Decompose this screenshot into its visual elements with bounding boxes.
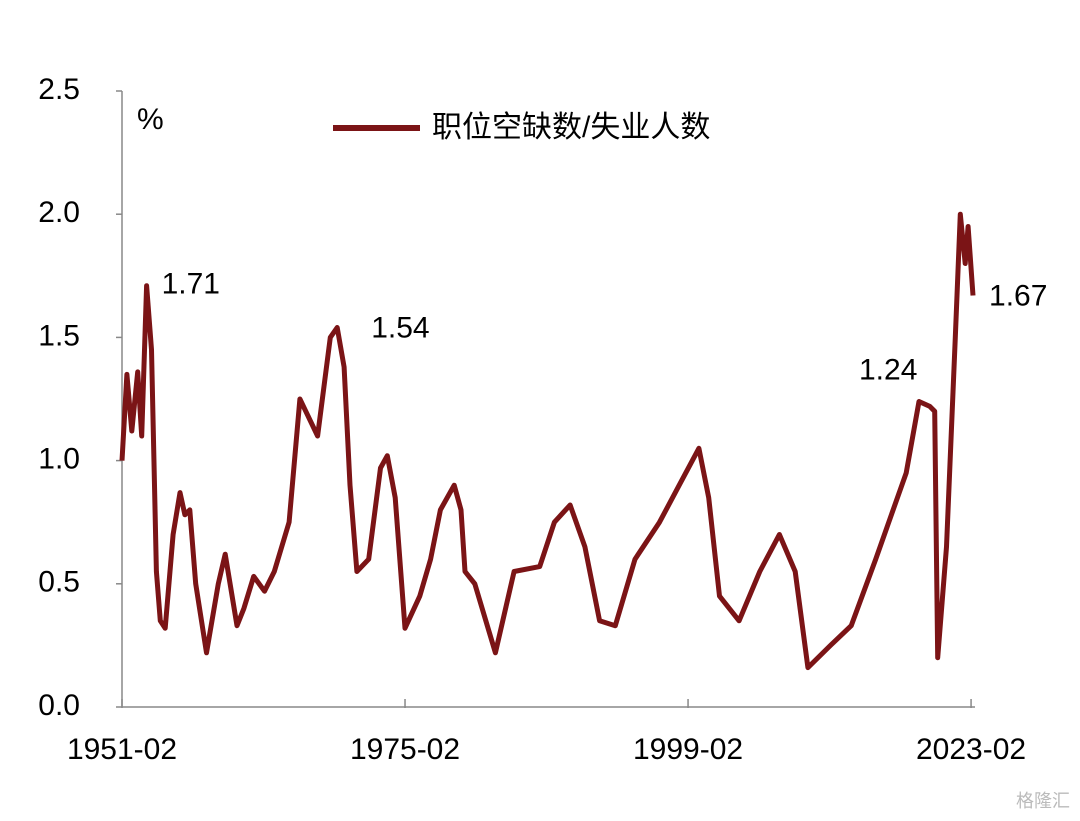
y-tick-label: 1.5 <box>38 319 80 352</box>
legend-label: 职位空缺数/失业人数 <box>432 111 710 144</box>
y-tick-label: 0.0 <box>38 689 80 722</box>
unit-label: % <box>137 103 164 136</box>
x-tick-label: 1975-02 <box>350 733 460 766</box>
x-tick-label: 1999-02 <box>633 733 743 766</box>
y-tick-label: 0.5 <box>38 566 80 599</box>
watermark: 格隆汇 <box>1016 791 1070 811</box>
y-tick-label: 1.0 <box>38 443 80 476</box>
x-tick-label: 2023-02 <box>916 733 1026 766</box>
value-label: 1.67 <box>989 279 1047 312</box>
y-tick-label: 2.0 <box>38 196 80 229</box>
x-tick-label: 1951-02 <box>67 733 177 766</box>
value-label: 1.24 <box>859 353 917 386</box>
series-line <box>119 211 976 671</box>
value-label: 1.71 <box>162 268 220 301</box>
value-label: 1.54 <box>371 311 429 344</box>
y-tick-label: 2.5 <box>38 73 80 106</box>
